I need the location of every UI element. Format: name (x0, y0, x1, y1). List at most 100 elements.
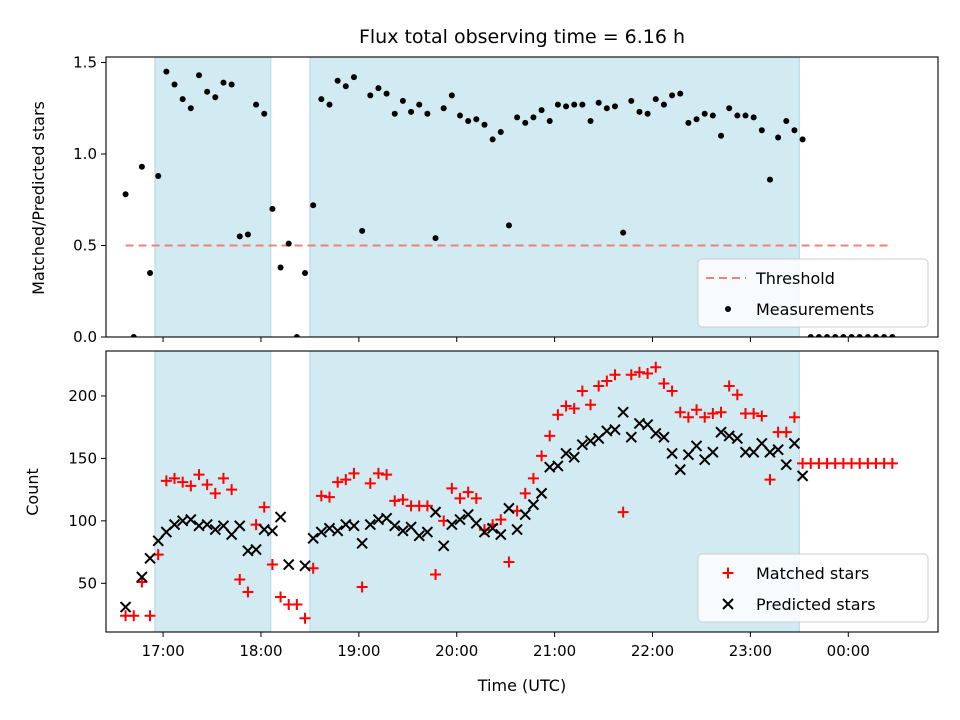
top-chart-title: Flux total observing time = 6.16 h (359, 26, 685, 48)
predicted-star-point (519, 508, 531, 521)
predicted-star-point (780, 458, 792, 471)
matched-star-point (748, 407, 760, 419)
measurement-point (856, 334, 863, 337)
matched-star-point (495, 514, 507, 526)
measurement-point (204, 88, 211, 95)
measurement-point (644, 110, 651, 117)
matched-star-point (886, 457, 898, 469)
predicted-star-point (168, 518, 181, 531)
predicted-star-point (495, 528, 507, 541)
measurement-point (489, 136, 496, 143)
top-y-axis-label: Matched/Predicted stars (29, 101, 48, 295)
predicted-star-point (209, 523, 222, 536)
measurement-point (889, 334, 896, 337)
measurement-point (326, 101, 333, 108)
matched-star-point (650, 361, 662, 373)
predicted-star-point (217, 520, 230, 532)
predicted-star-point (201, 518, 213, 531)
predicted-star-point (356, 537, 368, 550)
matched-star-point (446, 482, 458, 494)
matched-star-point (348, 467, 360, 479)
matched-star-point (356, 581, 368, 593)
matched-star-point (242, 586, 254, 598)
measurement-point (815, 334, 822, 337)
matched-star-point (193, 469, 205, 481)
matched-star-point (372, 467, 384, 479)
matched-star-point (217, 472, 229, 484)
measurement-point (375, 85, 382, 92)
measurement-point (457, 112, 464, 119)
measurement-point (424, 110, 431, 117)
measurement-point (693, 116, 700, 123)
measurement-point (563, 103, 570, 110)
measurement-point (864, 334, 871, 337)
matched-star-point (715, 406, 727, 418)
predicted-star-point (576, 438, 589, 451)
matched-star-point (707, 407, 719, 419)
predicted-star-point (666, 447, 678, 460)
predicted-star-point (764, 446, 776, 458)
top-legend-label: Measurements (756, 300, 874, 319)
measurement-point (171, 81, 178, 88)
matched-star-point (234, 574, 246, 586)
measurement-point (824, 334, 831, 337)
measurement-point (603, 105, 610, 112)
measurement-point (122, 191, 129, 198)
measurement-point (448, 92, 455, 99)
measurement-point (758, 127, 765, 134)
bottom-x-tick-label: 00:00 (827, 642, 870, 660)
measurement-point (195, 72, 202, 79)
matched-star-point (258, 501, 270, 513)
measurement-point (611, 103, 618, 110)
measurement-point (481, 121, 488, 128)
matched-star-point (144, 610, 156, 622)
measurement-point (465, 118, 472, 125)
predicted-star-point (323, 522, 336, 535)
predicted-star-point (331, 525, 344, 537)
predicted-star-point (299, 560, 311, 572)
measurement-point (497, 129, 504, 136)
matched-star-point (128, 610, 140, 622)
matched-star-point (275, 591, 287, 603)
matched-star-point (560, 400, 572, 412)
predicted-star-point (225, 528, 238, 541)
predicted-star-point (511, 523, 523, 536)
measurement-point (783, 118, 790, 125)
measurement-point (832, 334, 839, 337)
measurement-point (701, 110, 708, 117)
measurement-point (571, 101, 578, 108)
legend-measurement-swatch (725, 306, 731, 312)
bottom-x-tick-label: 19:00 (337, 642, 380, 660)
predicted-star-point (437, 540, 450, 552)
measurement-point (155, 172, 162, 179)
matched-star-point (169, 472, 181, 484)
matched-star-point (323, 491, 335, 503)
bottom-legend-label: Matched stars (756, 564, 869, 583)
measurement-point (416, 101, 423, 108)
predicted-star-point (584, 435, 597, 447)
matched-star-point (430, 569, 442, 581)
predicted-star-point (413, 530, 425, 542)
predicted-star-point (185, 513, 197, 526)
predicted-star-point (560, 447, 572, 460)
measurement-point (579, 101, 586, 108)
predicted-star-point (405, 521, 417, 533)
matched-star-point (609, 369, 621, 381)
bottom-y-tick-label: 100 (68, 512, 97, 530)
matched-star-point (185, 480, 197, 492)
predicted-star-point (144, 552, 156, 565)
measurement-point (873, 334, 880, 337)
measurement-point (726, 105, 733, 112)
matched-star-point (691, 404, 703, 416)
predicted-star-point (421, 526, 434, 538)
matched-star-point (568, 402, 580, 414)
predicted-star-point (486, 522, 499, 535)
predicted-star-point (266, 525, 279, 537)
matched-star-point (674, 406, 686, 418)
measurement-point (399, 97, 406, 104)
bottom-y-tick-label: 50 (78, 574, 97, 592)
measurement-point (660, 101, 667, 108)
matched-star-point (552, 409, 564, 421)
predicted-star-point (788, 437, 801, 450)
legend-matched-swatch (722, 567, 734, 579)
